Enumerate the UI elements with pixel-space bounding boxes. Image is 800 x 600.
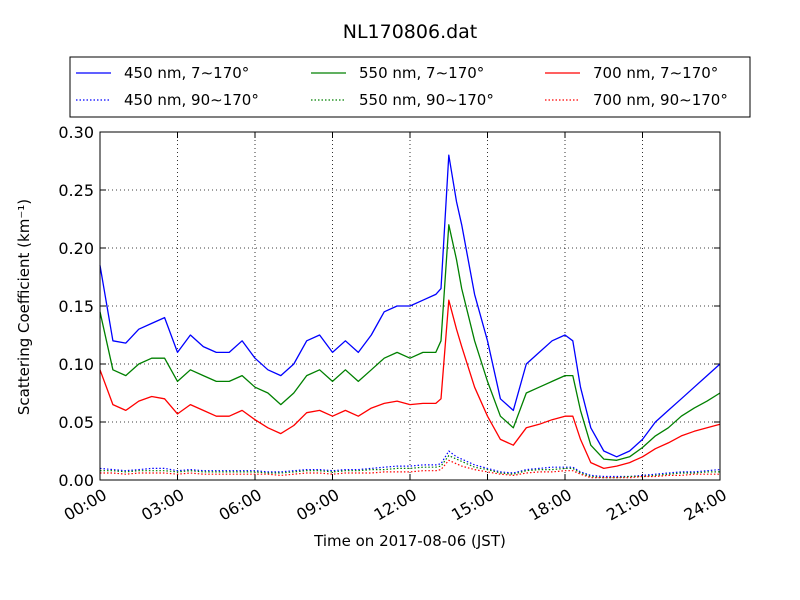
legend-box — [69, 56, 751, 118]
series-line-700nm-dotted — [100, 459, 720, 479]
legend-label: 450 nm, 7∼170° — [124, 64, 249, 82]
legend-label: 550 nm, 90∼170° — [359, 91, 494, 109]
y-tick-label: 0.15 — [58, 297, 94, 316]
y-tick-label: 0.30 — [58, 123, 94, 142]
series-line-550nm-solid — [99, 224, 721, 461]
plot-area: 00:00 03:00 06:00 09:00 12:00 15:00 18:00 21:00… — [58, 123, 730, 525]
series-line-450nm-solid — [99, 154, 721, 458]
plot-frame — [99, 131, 721, 481]
chart-title: NL170806.dat — [343, 21, 478, 43]
x-axis-label: Time on 2017-08-06 (JST) — [313, 532, 506, 550]
y-tick-label: 0.10 — [58, 355, 94, 374]
y-tick-label: 0.05 — [58, 413, 94, 432]
series-line-450nm-dotted — [99, 450, 721, 478]
legend-label: 700 nm, 7∼170° — [593, 64, 718, 82]
y-axis-label: Scattering Coefficient (km⁻¹) — [15, 199, 33, 415]
legend-label: 700 nm, 90∼170° — [593, 91, 728, 109]
legend: 450 nm, 7∼170° 550 nm, 7∼170° 700 nm, 7∼17… — [76, 64, 728, 109]
legend-label: 450 nm, 90∼170° — [124, 91, 259, 109]
series-line-700nm-solid — [99, 299, 721, 470]
legend-label: 550 nm, 7∼170° — [359, 64, 484, 82]
y-tick-label: 0.00 — [58, 471, 94, 490]
y-tick-label: 0.20 — [58, 239, 94, 258]
y-tick-label: 0.25 — [58, 181, 94, 200]
